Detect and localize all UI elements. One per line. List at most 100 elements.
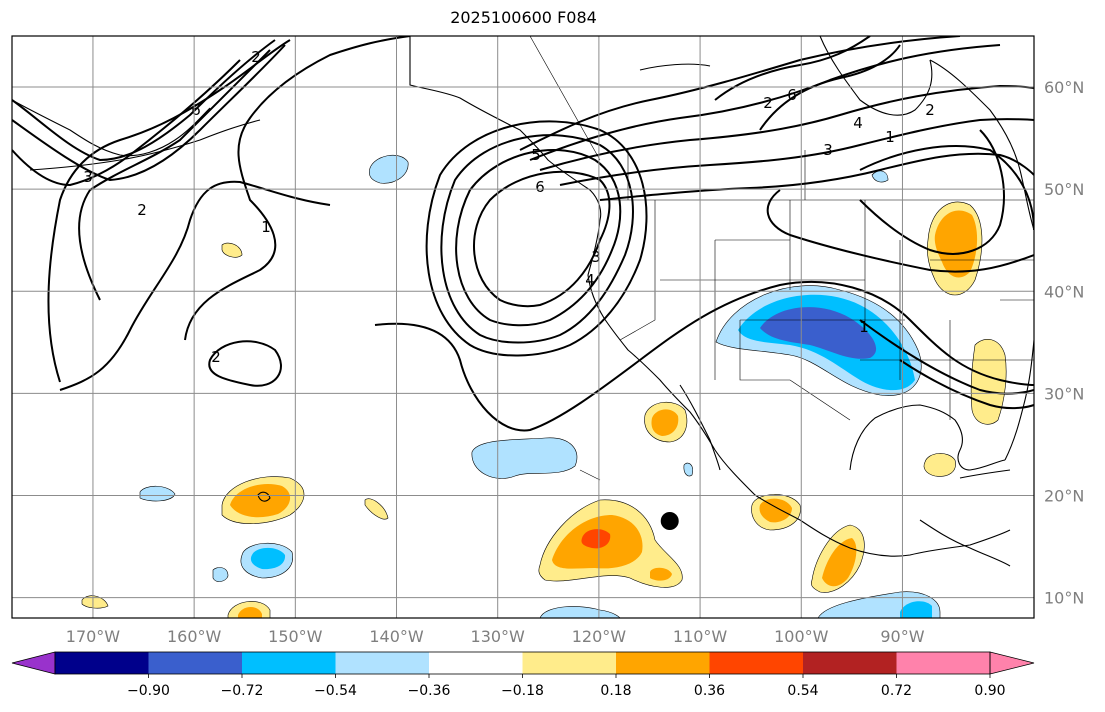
coast-cuba xyxy=(959,469,1011,479)
contour-label: 3 xyxy=(83,168,93,186)
coast-hawaii xyxy=(257,491,271,502)
shade-small-yellow-1 xyxy=(364,498,389,520)
colorbar-segment xyxy=(803,652,897,674)
colorbar-segment xyxy=(896,652,991,674)
coast-gulf xyxy=(849,404,1006,471)
latitude-labels: 60°N 50°N 40°N 30°N 20°N 10°N xyxy=(1044,78,1084,608)
contour-trough-1 xyxy=(859,129,1005,255)
coast-hudson xyxy=(819,36,933,116)
shade-southeast-yellow xyxy=(970,338,1007,425)
contour-label: 5 xyxy=(531,146,541,164)
colorbar-segment xyxy=(242,652,336,674)
colorbar-tick-label: 0.72 xyxy=(881,683,912,699)
shade-epac-small-orange xyxy=(650,567,672,581)
lat-tick-label: 10°N xyxy=(1044,589,1084,608)
shade-goa-blue xyxy=(369,154,409,184)
contour-label: 1 xyxy=(261,218,271,236)
colorbar-labels: −0.90 −0.72 −0.54 −0.36 −0.18 0.18 0.36 0.54 0.7… xyxy=(127,674,1006,699)
colorbar-tick-label: −0.90 xyxy=(127,683,170,699)
lon-tick-label: 90°W xyxy=(880,627,924,646)
contour-2-loop xyxy=(208,340,282,387)
shade-mexico-orange xyxy=(759,498,792,523)
contour-jet-2 xyxy=(529,44,1001,161)
colorbar xyxy=(11,651,1035,675)
contour-se-2 xyxy=(899,359,1034,410)
colorbar-segment xyxy=(522,652,617,674)
contour-labels: 2 6 3 2 1 2 6 4 3 5 2 6 4 3 1 2 1 xyxy=(83,48,935,366)
lon-tick-label: 120°W xyxy=(572,627,627,646)
coast-aleutians xyxy=(29,119,261,171)
contour-label: 6 xyxy=(191,101,201,119)
coast-west-us xyxy=(587,219,716,451)
contour-label: 2 xyxy=(137,201,147,219)
contour-label: 2 xyxy=(211,348,221,366)
contour-ridge-4 xyxy=(12,39,276,162)
shade-hawaii-west-blue xyxy=(139,485,176,502)
coast-baja xyxy=(679,384,721,471)
contour-jet-5 xyxy=(599,152,1034,201)
lat-tick-label: 30°N xyxy=(1044,384,1084,403)
contour-label: 1 xyxy=(885,128,895,146)
contour-se xyxy=(859,319,1034,395)
lat-tick-label: 50°N xyxy=(1044,180,1084,199)
contour-low-1 xyxy=(473,170,611,308)
colorbar-tick-label: 0.90 xyxy=(974,683,1005,699)
contour-jet-4 xyxy=(559,118,1034,186)
colorbar-tick-label: −0.54 xyxy=(314,683,357,699)
contour-label: 4 xyxy=(585,271,595,289)
contour-trough-2 xyxy=(859,145,1034,231)
contour-trough-3 xyxy=(766,189,1034,273)
coast-alaska xyxy=(409,36,602,221)
longitude-labels: 170°W 160°W 150°W 140°W 130°W 120°W 110°W 100°W… xyxy=(66,627,925,646)
colorbar-tick-label: 0.54 xyxy=(787,683,818,699)
shade-small-blue-1 xyxy=(212,567,229,582)
colorbar-tick-label: −0.36 xyxy=(408,683,451,699)
lon-tick-label: 100°W xyxy=(774,627,829,646)
shade-mexico-south-orange xyxy=(822,538,857,587)
contour-jet-north xyxy=(714,36,871,101)
shade-great-lakes-orange xyxy=(934,210,978,278)
contour-ridge-1 xyxy=(47,39,291,383)
contour-low-2 xyxy=(455,149,622,327)
shade-baja-orange xyxy=(651,409,679,436)
coast-labrador xyxy=(929,59,1034,231)
lat-tick-label: 60°N xyxy=(1044,78,1084,97)
contour-label: 3 xyxy=(823,141,833,159)
lon-tick-label: 110°W xyxy=(673,627,728,646)
contour-label: 4 xyxy=(853,114,863,132)
coast-russia xyxy=(12,99,211,157)
colorbar-segment xyxy=(335,652,430,674)
shade-small-yellow-2 xyxy=(221,242,243,258)
shade-yucatan xyxy=(923,453,956,477)
map-gridlines xyxy=(12,36,1034,618)
coast-east-us xyxy=(1004,339,1034,461)
contour-1-big xyxy=(184,36,411,341)
contour-jet-3 xyxy=(539,84,1034,171)
contour-label: 2 xyxy=(251,48,261,66)
lon-tick-label: 170°W xyxy=(66,627,121,646)
contour-jet-1 xyxy=(519,36,961,151)
contour-label: 2 xyxy=(763,94,773,112)
colorbar-segment xyxy=(616,652,710,674)
colorbar-segment xyxy=(55,652,149,674)
contour-jet-north-2 xyxy=(759,44,901,131)
shade-small-yellow-3 xyxy=(81,595,109,609)
shade-hawaii-orange xyxy=(230,484,291,518)
colorbar-tick-label: −0.18 xyxy=(501,683,544,699)
contour-low-3 xyxy=(440,134,634,344)
lon-tick-label: 160°W xyxy=(167,627,222,646)
contour-label: 1 xyxy=(859,318,869,336)
contour-label: 2 xyxy=(925,101,935,119)
contour-label: 6 xyxy=(535,178,545,196)
shade-epac-red xyxy=(581,529,611,549)
shade-small-blue-2 xyxy=(683,462,693,477)
coast-canada-north xyxy=(639,63,711,71)
colorbar-tick-label: 0.36 xyxy=(694,683,725,699)
colorbar-segment xyxy=(148,652,243,674)
colorbar-extend-low xyxy=(11,651,56,675)
map-title: 2025100600 F084 xyxy=(450,8,597,27)
station-marker xyxy=(660,512,679,530)
colorbar-segment xyxy=(429,652,523,674)
colorbar-extend-high xyxy=(989,651,1035,675)
